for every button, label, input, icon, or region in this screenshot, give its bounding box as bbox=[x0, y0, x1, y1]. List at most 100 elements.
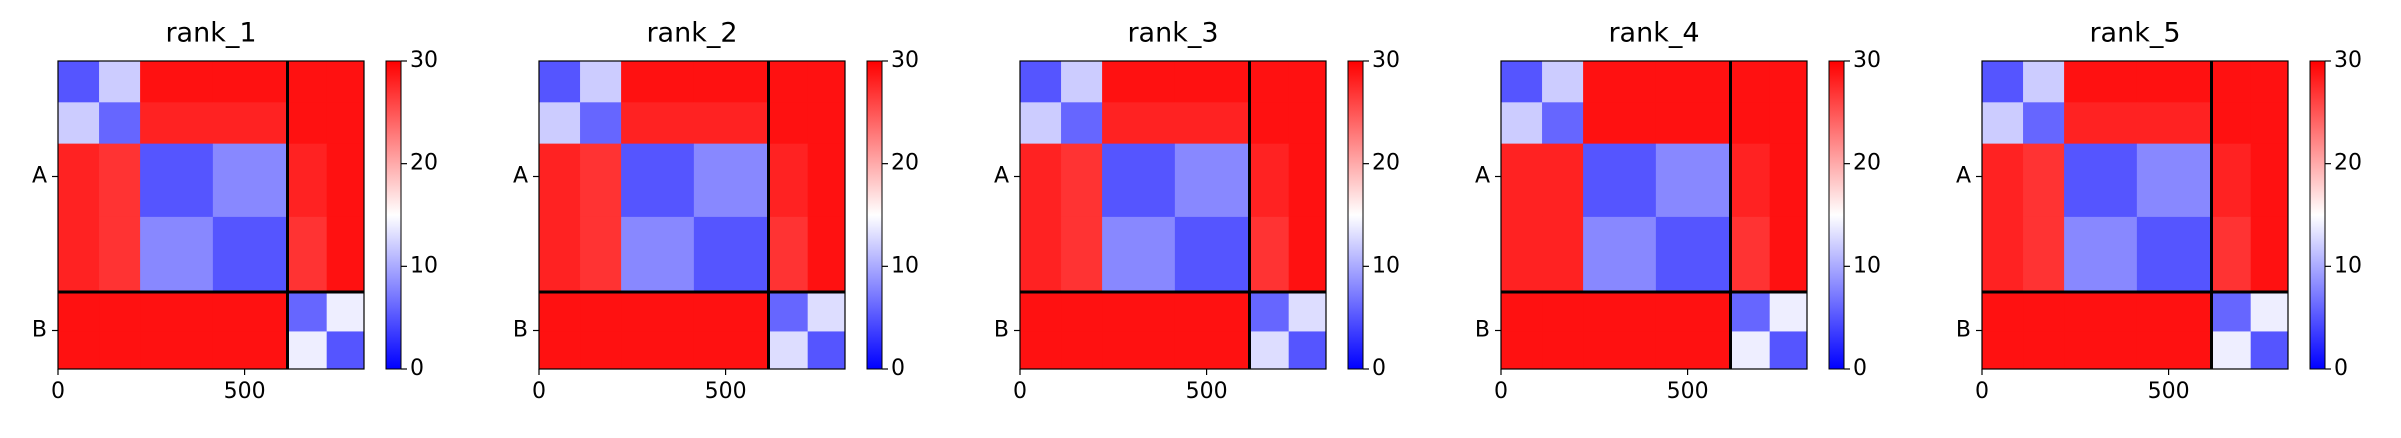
heatmap-cell bbox=[140, 61, 214, 103]
heatmap-cell bbox=[1102, 61, 1176, 103]
y-tick-label: A bbox=[513, 164, 528, 189]
x-tick-label: 500 bbox=[2148, 379, 2190, 404]
heatmap-cell bbox=[1102, 331, 1176, 370]
heatmap-cell bbox=[99, 216, 141, 293]
chart-title: rank_4 bbox=[1608, 18, 1699, 49]
heatmap-cell bbox=[2211, 61, 2252, 103]
heatmap-cell bbox=[580, 292, 622, 332]
heatmap-cell bbox=[693, 61, 769, 103]
heatmap-cell bbox=[1020, 143, 1062, 218]
heatmap-cell bbox=[1249, 61, 1290, 103]
heatmap-cell bbox=[140, 102, 214, 145]
colorbar-tick-label: 20 bbox=[410, 151, 438, 176]
heatmap-cell bbox=[2211, 102, 2252, 145]
heatmap-cell bbox=[768, 292, 809, 332]
heatmap-cell bbox=[326, 61, 365, 103]
heatmap-cell bbox=[1655, 61, 1731, 103]
heatmap-cell bbox=[2023, 216, 2065, 293]
x-tick-label: 0 bbox=[1494, 379, 1508, 404]
heatmap-cell bbox=[2136, 331, 2212, 370]
y-tick-label: B bbox=[513, 318, 528, 343]
heatmap-cell bbox=[768, 216, 809, 293]
heatmap-cell bbox=[539, 61, 581, 103]
colorbar-tick-label: 30 bbox=[2334, 48, 2362, 73]
heatmap-cell bbox=[1583, 331, 1657, 370]
heatmap-cell bbox=[1020, 331, 1062, 370]
heatmap-cell bbox=[768, 102, 809, 145]
y-tick-label: A bbox=[1475, 164, 1490, 189]
heatmap-cell bbox=[2023, 102, 2065, 145]
heatmap-cell bbox=[1583, 216, 1657, 293]
x-tick-label: 0 bbox=[532, 379, 546, 404]
plot-frame bbox=[1019, 60, 1327, 370]
heatmap-cell bbox=[1174, 61, 1250, 103]
colorbar bbox=[2309, 60, 2326, 370]
heatmap-cell bbox=[1288, 216, 1327, 293]
heatmap-cell bbox=[1501, 216, 1543, 293]
heatmap-cell bbox=[1769, 143, 1808, 218]
heatmap-cell bbox=[768, 143, 809, 218]
heatmap-cell bbox=[1542, 61, 1584, 103]
heatmap-cell bbox=[99, 331, 141, 370]
plot-frame bbox=[538, 60, 846, 370]
y-tick-label: B bbox=[1956, 318, 1971, 343]
heatmap-cell bbox=[580, 331, 622, 370]
heatmap-cell bbox=[1982, 331, 2024, 370]
heatmap-cell bbox=[1542, 102, 1584, 145]
x-tick-label: 500 bbox=[1186, 379, 1228, 404]
heatmap-cell bbox=[58, 216, 100, 293]
heatmap-cell bbox=[326, 292, 365, 332]
heatmap-cell bbox=[1061, 292, 1103, 332]
heatmap-cell bbox=[1249, 143, 1290, 218]
heatmap-cell bbox=[58, 331, 100, 370]
heatmap-cell bbox=[1583, 61, 1657, 103]
heatmap-cell bbox=[212, 331, 288, 370]
heatmap-cell bbox=[2064, 102, 2138, 145]
colorbar bbox=[1347, 60, 1364, 370]
heatmap-cell bbox=[1501, 331, 1543, 370]
heatmap-cell bbox=[1655, 331, 1731, 370]
colorbar-tick-label: 0 bbox=[410, 356, 424, 381]
heatmap-cell bbox=[693, 102, 769, 145]
heatmap-cell bbox=[621, 102, 695, 145]
heatmap-cell bbox=[539, 216, 581, 293]
heatmap-cell bbox=[212, 61, 288, 103]
heatmap-cell bbox=[1655, 143, 1731, 218]
heatmap-cell bbox=[1102, 143, 1176, 218]
heatmap-cell bbox=[1174, 102, 1250, 145]
x-tick-label: 500 bbox=[1667, 379, 1709, 404]
heatmap-cell bbox=[212, 143, 288, 218]
heatmap-cell bbox=[1982, 102, 2024, 145]
heatmap-cell bbox=[1061, 61, 1103, 103]
colorbar-tick-label: 10 bbox=[1372, 253, 1400, 278]
colorbar-tick-label: 30 bbox=[410, 48, 438, 73]
heatmap-cell bbox=[1288, 61, 1327, 103]
heatmap-cell bbox=[621, 331, 695, 370]
y-tick-label: A bbox=[32, 164, 47, 189]
heatmap-cell bbox=[580, 102, 622, 145]
heatmap-cell bbox=[326, 216, 365, 293]
heatmap-cell bbox=[1769, 331, 1808, 370]
heatmap-cell bbox=[1061, 331, 1103, 370]
colorbar-tick-label: 0 bbox=[1372, 356, 1386, 381]
heatmap-cell bbox=[2250, 216, 2289, 293]
heatmap-cell bbox=[580, 61, 622, 103]
heatmap-cell bbox=[2136, 61, 2212, 103]
heatmap-cell bbox=[1730, 216, 1771, 293]
heatmap-cell bbox=[58, 61, 100, 103]
heatmap-cell bbox=[99, 102, 141, 145]
heatmap-cell bbox=[1730, 61, 1771, 103]
heatmap-cell bbox=[2136, 216, 2212, 293]
colorbar-tick-label: 20 bbox=[1853, 151, 1881, 176]
heatmap-cell bbox=[2211, 143, 2252, 218]
heatmap-cell bbox=[1769, 102, 1808, 145]
heatmap-cell bbox=[2211, 331, 2252, 370]
x-tick-label: 0 bbox=[1975, 379, 1989, 404]
heatmap-cell bbox=[58, 102, 100, 145]
heatmap-cell bbox=[2250, 102, 2289, 145]
heatmap-cell bbox=[1174, 331, 1250, 370]
heatmap-cell bbox=[1769, 292, 1808, 332]
heatmap-cell bbox=[2023, 292, 2065, 332]
heatmap-cell bbox=[2023, 61, 2065, 103]
